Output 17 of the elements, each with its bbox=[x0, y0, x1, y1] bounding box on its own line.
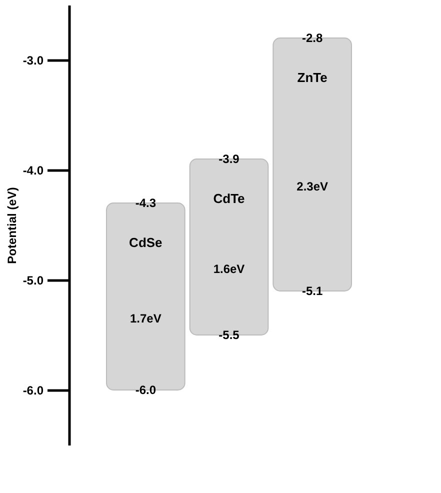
annotation: -5.1 bbox=[302, 284, 323, 298]
y-tick-label: -3.0 bbox=[22, 54, 44, 68]
annotation: -5.5 bbox=[218, 328, 240, 342]
y-tick-label: -4.0 bbox=[22, 164, 44, 178]
annotation: -4.3 bbox=[135, 196, 156, 210]
x-tick-label: CdSe bbox=[129, 235, 162, 250]
x-tick-label: CdTe bbox=[213, 191, 245, 206]
annotation: -2.8 bbox=[302, 31, 323, 45]
y-axis-title: Potential (eV) bbox=[4, 187, 19, 264]
annotation: -6.0 bbox=[135, 383, 156, 397]
data-label: 2.3eV bbox=[296, 180, 328, 194]
annotation: -3.9 bbox=[218, 152, 240, 166]
data-label: 1.6eV bbox=[213, 262, 245, 276]
x-tick-label: ZnTe bbox=[297, 70, 328, 85]
y-tick-label: -5.0 bbox=[22, 274, 44, 288]
data-label: 1.7eV bbox=[130, 312, 162, 326]
y-tick-label: -6.0 bbox=[22, 384, 44, 398]
